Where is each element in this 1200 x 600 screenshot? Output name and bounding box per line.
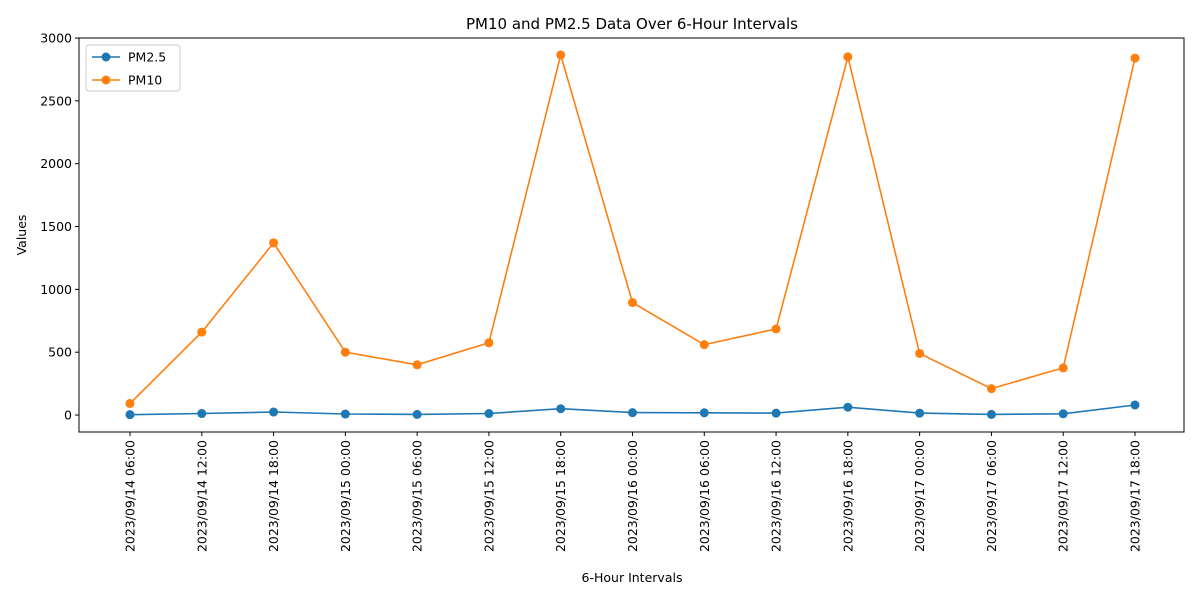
x-tick-label: 2023/09/15 00:00 [338, 440, 353, 552]
x-tick-label: 2023/09/17 06:00 [984, 440, 999, 552]
data-point-pm10 [197, 327, 207, 337]
y-tick-label: 500 [48, 345, 72, 360]
x-tick-label: 2023/09/14 18:00 [266, 440, 281, 552]
legend-marker-pm2-5 [101, 52, 111, 62]
series-pm10 [125, 50, 1140, 408]
y-tick-label: 3000 [40, 31, 72, 46]
data-point-pm2-5 [484, 409, 494, 419]
y-tick-label: 1000 [40, 282, 72, 297]
data-point-pm10 [125, 398, 135, 408]
x-tick-label: 2023/09/17 18:00 [1128, 440, 1143, 552]
data-point-pm10 [699, 340, 709, 350]
data-point-pm10 [1130, 53, 1140, 63]
y-axis: 0 500 1000 1500 2000 2500 3000 [40, 31, 79, 423]
data-point-pm2-5 [771, 408, 781, 418]
data-point-pm10 [986, 384, 996, 394]
series-layer [125, 50, 1140, 420]
data-point-pm10 [340, 347, 350, 357]
data-point-pm2-5 [340, 409, 350, 419]
data-point-pm2-5 [1130, 400, 1140, 410]
x-axis-label: 6-Hour Intervals [582, 570, 683, 585]
x-tick-label: 2023/09/15 06:00 [410, 440, 425, 552]
x-tick-label: 2023/09/16 18:00 [840, 440, 855, 552]
x-axis: 2023/09/14 06:00 2023/09/14 12:00 2023/09/… [123, 432, 1143, 552]
data-point-pm10 [843, 52, 853, 62]
x-tick-label: 2023/09/16 00:00 [625, 440, 640, 552]
data-point-pm10 [1058, 363, 1068, 373]
data-point-pm2-5 [1058, 409, 1068, 419]
data-point-pm2-5 [125, 410, 135, 420]
data-point-pm10 [412, 360, 422, 370]
x-tick-label: 2023/09/16 06:00 [697, 440, 712, 552]
legend-label-pm2-5: PM2.5 [128, 50, 166, 65]
data-point-pm10 [771, 324, 781, 334]
data-point-pm2-5 [843, 402, 853, 412]
data-point-pm2-5 [556, 404, 566, 414]
plot-frame [78, 37, 1185, 433]
y-axis-label: Values [14, 215, 29, 256]
data-point-pm2-5 [412, 409, 422, 419]
x-tick-label: 2023/09/17 12:00 [1056, 440, 1071, 552]
data-point-pm2-5 [699, 408, 709, 418]
data-point-pm2-5 [269, 407, 279, 417]
y-tick-label: 0 [64, 408, 72, 423]
x-tick-label: 2023/09/14 12:00 [194, 440, 209, 552]
y-tick-label: 1500 [40, 219, 72, 234]
data-point-pm10 [556, 50, 566, 60]
data-point-pm2-5 [915, 408, 925, 418]
y-tick-label: 2500 [40, 93, 72, 108]
data-point-pm2-5 [986, 409, 996, 419]
legend: PM2.5 PM10 [85, 44, 181, 92]
x-tick-label: 2023/09/16 12:00 [769, 440, 784, 552]
chart-title: PM10 and PM2.5 Data Over 6-Hour Interval… [466, 15, 798, 33]
data-point-pm2-5 [628, 408, 637, 418]
legend-label-pm10: PM10 [128, 73, 162, 88]
data-point-pm10 [915, 348, 925, 358]
x-tick-label: 2023/09/15 18:00 [553, 440, 568, 552]
x-tick-label: 2023/09/17 00:00 [912, 440, 927, 552]
legend-marker-pm10 [101, 75, 111, 85]
x-tick-label: 2023/09/14 06:00 [123, 440, 138, 552]
y-tick-label: 2000 [40, 156, 72, 171]
data-point-pm10 [269, 238, 279, 248]
x-tick-label: 2023/09/15 12:00 [481, 440, 496, 552]
data-point-pm10 [484, 338, 494, 348]
data-point-pm10 [628, 298, 637, 308]
data-point-pm2-5 [197, 409, 207, 419]
plot-area [78, 37, 1185, 433]
series-pm2-5 [125, 400, 1140, 420]
